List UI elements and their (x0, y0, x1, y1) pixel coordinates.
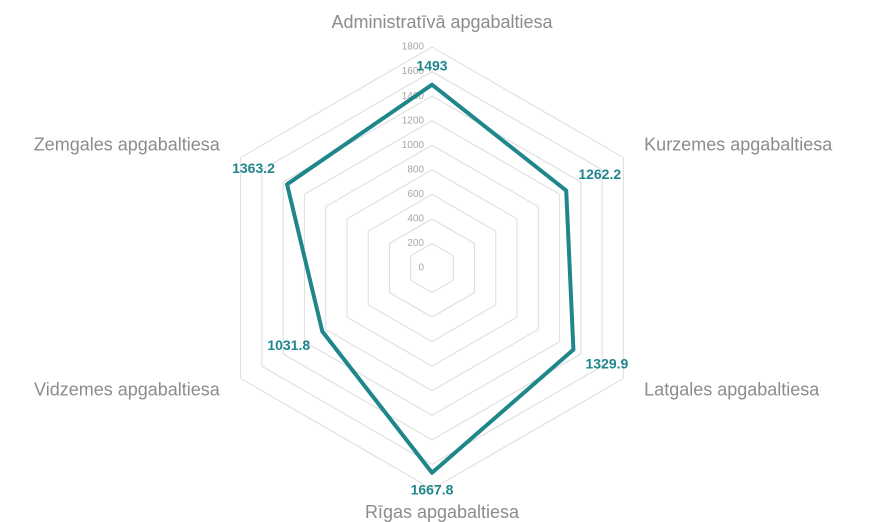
value-label: 1031.8 (267, 337, 310, 353)
value-label: 1262.2 (578, 166, 621, 182)
grid-ring (388, 218, 476, 318)
grid-ring (410, 242, 454, 294)
value-label: 1667.8 (411, 481, 454, 497)
category-label: Vidzemes apgabaltiesa (34, 379, 221, 399)
grid-ring (282, 95, 582, 441)
tick-label: 400 (407, 214, 424, 225)
tick-label: 200 (407, 238, 424, 249)
tick-label: 1800 (402, 42, 425, 53)
tick-label: 1000 (402, 140, 425, 151)
category-label: Kurzemes apgabaltiesa (644, 134, 833, 154)
tick-label: 0 (418, 263, 424, 274)
grid-ring (367, 193, 497, 343)
tick-label: 600 (407, 189, 424, 200)
grid-ring (303, 120, 561, 416)
value-label: 1363.2 (232, 160, 275, 176)
value-label: 1493 (416, 57, 447, 73)
grid-ring (240, 46, 624, 490)
value-label: 1329.9 (586, 355, 629, 371)
category-label: Rīgas apgabaltiesa (365, 502, 520, 522)
grid-ring (346, 169, 518, 367)
category-label: Zemgales apgabaltiesa (34, 134, 221, 154)
grid-ring (261, 70, 603, 466)
tick-label: 800 (407, 164, 424, 175)
category-label: Latgales apgabaltiesa (644, 379, 820, 399)
tick-label: 1600 (402, 66, 425, 77)
radar-line (285, 82, 576, 475)
tick-label: 1200 (402, 115, 425, 126)
grid-ring (325, 144, 539, 392)
category-label: Administratīvā apgabaltiesa (331, 12, 553, 32)
